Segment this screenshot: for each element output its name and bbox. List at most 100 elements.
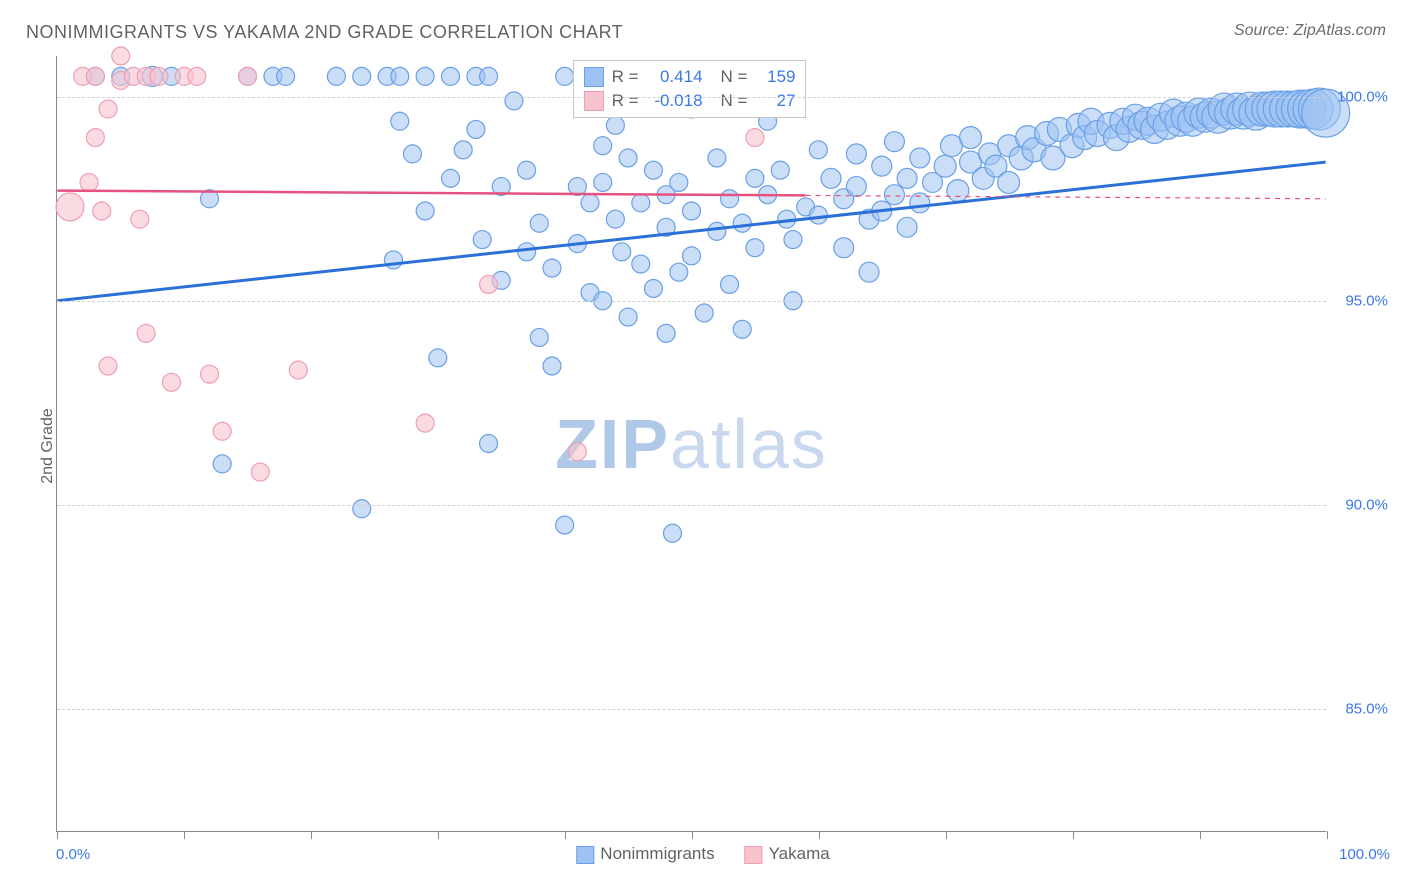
- data-point: [80, 173, 98, 191]
- data-point: [429, 349, 447, 367]
- gridline: [57, 97, 1326, 98]
- data-point: [93, 202, 111, 220]
- data-point: [771, 161, 789, 179]
- data-point: [473, 231, 491, 249]
- data-point: [733, 214, 751, 232]
- data-point: [644, 161, 662, 179]
- data-point: [619, 308, 637, 326]
- legend-label: Nonimmigrants: [600, 844, 714, 863]
- x-axis-start-label: 0.0%: [56, 846, 90, 863]
- correlation-row: R =-0.018N =27: [584, 89, 796, 113]
- x-tick: [1073, 831, 1074, 839]
- data-point: [733, 320, 751, 338]
- y-axis-label: 2nd Grade: [39, 408, 57, 484]
- data-point: [834, 238, 854, 258]
- data-point: [683, 247, 701, 265]
- data-point: [606, 210, 624, 228]
- source-label: Source: ZipAtlas.com: [1234, 22, 1386, 40]
- plot-area: ZIPatlas R =0.414N =159R =-0.018N =27 85…: [56, 56, 1326, 832]
- x-tick: [692, 831, 693, 839]
- data-point: [613, 243, 631, 261]
- r-label: R =: [612, 91, 639, 111]
- x-tick: [946, 831, 947, 839]
- data-point: [568, 443, 586, 461]
- r-label: R =: [612, 67, 639, 87]
- data-point: [998, 171, 1020, 193]
- data-point: [416, 414, 434, 432]
- y-tick-label: 95.0%: [1345, 293, 1388, 310]
- data-point: [403, 145, 421, 163]
- correlation-swatch: [584, 91, 604, 111]
- data-point: [384, 251, 402, 269]
- data-point: [150, 67, 168, 85]
- data-point: [391, 67, 409, 85]
- data-point: [543, 259, 561, 277]
- data-point: [846, 177, 866, 197]
- x-tick: [565, 831, 566, 839]
- data-point: [683, 202, 701, 220]
- legend-item: Yakama: [745, 844, 830, 864]
- legend: Nonimmigrants Yakama: [576, 844, 829, 864]
- data-point: [131, 210, 149, 228]
- trend-line: [57, 162, 1325, 301]
- data-point: [884, 185, 904, 205]
- legend-swatch: [576, 846, 594, 864]
- data-point: [289, 361, 307, 379]
- data-point: [934, 155, 956, 177]
- data-point: [56, 193, 84, 221]
- data-point: [353, 500, 371, 518]
- y-tick-label: 100.0%: [1337, 88, 1388, 105]
- data-point: [632, 255, 650, 273]
- data-point: [480, 435, 498, 453]
- data-point: [188, 67, 206, 85]
- data-point: [416, 67, 434, 85]
- data-point: [670, 263, 688, 281]
- x-tick: [311, 831, 312, 839]
- data-point: [632, 194, 650, 212]
- data-point: [821, 168, 841, 188]
- correlation-box: R =0.414N =159R =-0.018N =27: [573, 60, 807, 118]
- data-point: [112, 47, 130, 65]
- data-point: [859, 262, 879, 282]
- legend-label: Yakama: [769, 844, 830, 863]
- data-point: [746, 239, 764, 257]
- data-point: [872, 156, 892, 176]
- data-point: [556, 516, 574, 534]
- data-point: [454, 141, 472, 159]
- n-label: N =: [721, 67, 748, 87]
- x-tick: [57, 831, 58, 839]
- data-point: [897, 168, 917, 188]
- data-point: [721, 275, 739, 293]
- data-point: [99, 357, 117, 375]
- trend-line: [57, 191, 805, 196]
- data-point: [480, 67, 498, 85]
- data-point: [606, 116, 624, 134]
- data-point: [416, 202, 434, 220]
- data-point: [213, 422, 231, 440]
- data-point: [239, 67, 257, 85]
- data-point: [213, 455, 231, 473]
- data-point: [644, 280, 662, 298]
- data-point: [391, 112, 409, 130]
- data-point: [695, 304, 713, 322]
- n-label: N =: [721, 91, 748, 111]
- data-point: [657, 324, 675, 342]
- data-point: [721, 190, 739, 208]
- x-tick: [438, 831, 439, 839]
- data-point: [530, 328, 548, 346]
- data-point: [201, 365, 219, 383]
- x-tick: [184, 831, 185, 839]
- trend-line-dashed: [806, 195, 1326, 198]
- data-point: [708, 222, 726, 240]
- x-tick: [1200, 831, 1201, 839]
- x-axis-end-label: 100.0%: [1339, 846, 1390, 863]
- r-value: -0.018: [647, 91, 703, 111]
- data-point: [947, 180, 969, 202]
- gridline: [57, 505, 1326, 506]
- data-point: [99, 100, 117, 118]
- gridline: [57, 301, 1326, 302]
- data-point: [663, 524, 681, 542]
- data-point: [86, 129, 104, 147]
- data-point: [518, 243, 536, 261]
- data-point: [809, 206, 827, 224]
